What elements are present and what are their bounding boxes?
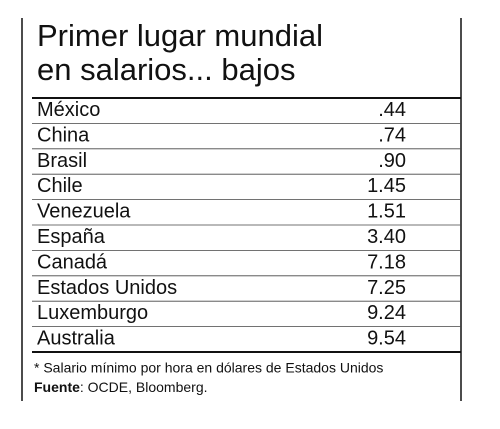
country: Estados Unidos: [37, 277, 177, 299]
wage: 9.24: [367, 302, 406, 324]
country: Venezuela: [37, 201, 131, 223]
source-label: Fuente: [34, 379, 80, 395]
country: Brasil: [37, 150, 87, 172]
footnote: * Salario mínimo por hora en dólares de …: [34, 360, 383, 376]
wage: .44: [378, 99, 406, 121]
wage: 1.45: [367, 175, 406, 197]
wage: 3.40: [367, 226, 406, 248]
wage: 7.25: [367, 277, 406, 299]
wage: 9.54: [367, 328, 406, 350]
title-line: en salarios... bajos: [37, 52, 295, 87]
wage: .74: [378, 124, 406, 146]
country: China: [37, 124, 90, 146]
title-line: Primer lugar mundial: [37, 18, 323, 53]
country: México: [37, 99, 100, 121]
country: Luxemburgo: [37, 302, 148, 324]
source-text: : OCDE, Bloomberg.: [80, 379, 208, 395]
country: Australia: [37, 328, 116, 350]
country: Chile: [37, 175, 83, 197]
country: España: [37, 226, 106, 248]
wage: .90: [378, 150, 406, 172]
source: Fuente: OCDE, Bloomberg.: [34, 379, 208, 395]
wage: 7.18: [367, 251, 406, 273]
wage: 1.51: [367, 201, 406, 223]
country: Canadá: [37, 251, 108, 273]
